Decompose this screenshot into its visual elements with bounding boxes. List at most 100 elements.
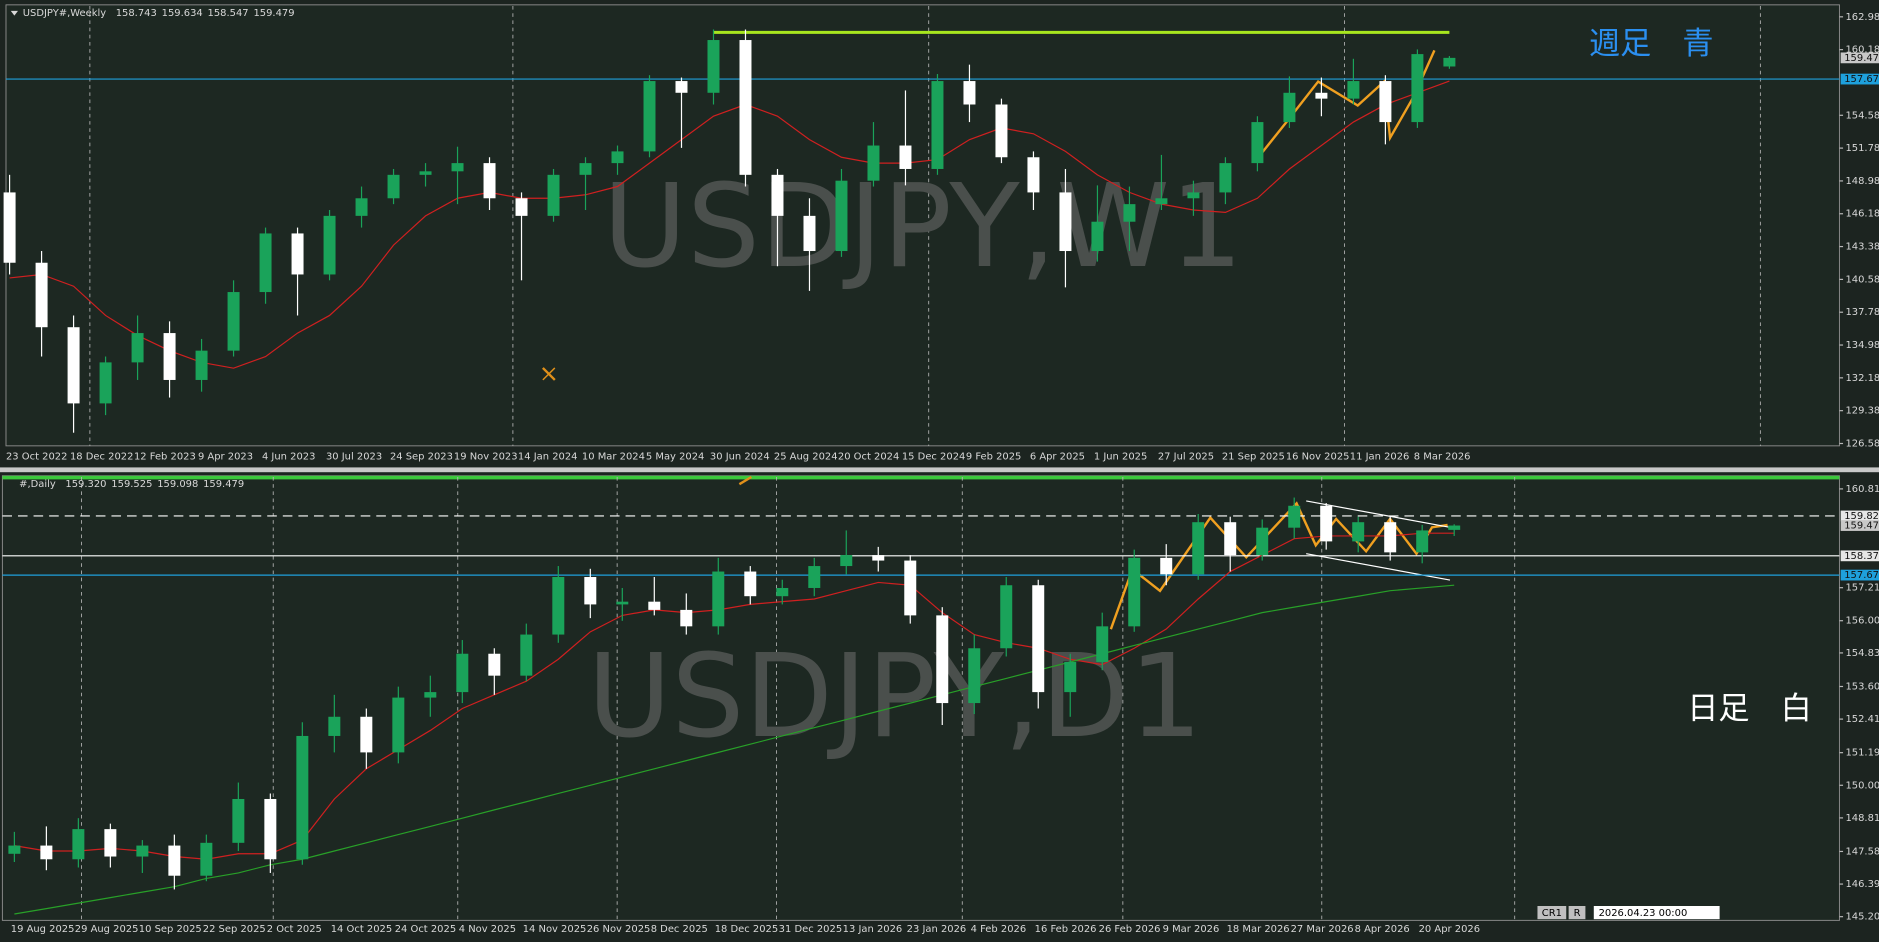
x-tick-label: 18 Dec 2022 [70, 452, 133, 463]
header-ohlc: 158.547 [208, 8, 249, 19]
y-tick-label: 148.980 [1845, 176, 1879, 187]
y-tick-label: 146.395 [1845, 879, 1879, 890]
x-tick-label: 2 Oct 2025 [267, 924, 322, 935]
x-tick-label: 26 Nov 2025 [587, 924, 651, 935]
price-label: 157.67 [1844, 74, 1879, 85]
candle-body [835, 180, 848, 252]
daily-top-level [2, 475, 1840, 480]
header-ohlc: 159.634 [162, 8, 203, 19]
zigzag-daily [1109, 501, 1448, 630]
triangle-upper [1306, 500, 1451, 528]
x-tick-label: 21 Sep 2025 [1222, 452, 1285, 463]
candle-body [648, 601, 661, 610]
x-tick-label: 22 Sep 2025 [203, 924, 266, 935]
candle-body [360, 716, 373, 753]
candle-body [200, 842, 213, 876]
candle-body [904, 560, 917, 616]
status-box [1593, 905, 1720, 920]
price-label: 157.67 [1844, 570, 1879, 581]
x-tick-label: 14 Nov 2025 [523, 924, 587, 935]
y-tick-label: 150.000 [1845, 780, 1879, 791]
status-box [1537, 905, 1567, 920]
y-tick-label: 152.415 [1845, 714, 1879, 725]
candle-body [1219, 163, 1232, 193]
price-label-box [1840, 569, 1879, 581]
candle-body [424, 692, 437, 698]
candle-body [1123, 204, 1136, 222]
y-tick-label: 132.180 [1845, 373, 1879, 384]
candle-body [771, 174, 784, 216]
x-tick-label: 16 Nov 2025 [1286, 452, 1350, 463]
x-tick-label: 29 Aug 2025 [75, 924, 139, 935]
candle-body [483, 163, 496, 199]
y-tick-label: 160.180 [1845, 45, 1879, 56]
panel-header: #,Daily 159.320 159.525 159.098 159.479 [19, 479, 244, 490]
candle-body [1384, 522, 1397, 553]
candle-body [291, 233, 304, 275]
candle-body [1059, 192, 1072, 252]
x-tick-label: 11 Jan 2026 [1350, 452, 1410, 463]
header-symbol: USDJPY#,Weekly [23, 8, 106, 19]
candle-body [296, 735, 309, 860]
candle-body [643, 81, 656, 152]
candle-body [1091, 221, 1104, 252]
x-tick-label: 6 Apr 2025 [1030, 452, 1085, 463]
x-tick-label: 16 Feb 2026 [1035, 924, 1097, 935]
x-tick-label: 12 Feb 2023 [134, 452, 196, 463]
header-symbol: #,Daily [19, 479, 56, 490]
price-label: 159.479 [1844, 521, 1879, 532]
price-label: 159.479 [1844, 53, 1879, 64]
candle-body [872, 555, 885, 561]
candle-body [1283, 92, 1296, 123]
x-tick-label: 14 Oct 2025 [331, 924, 392, 935]
candle-body [1411, 54, 1424, 123]
x-tick-label: 14 Jan 2024 [518, 452, 578, 463]
y-tick-label: 126.580 [1845, 438, 1879, 449]
y-tick-label: 154.830 [1845, 648, 1879, 659]
x-tick-label: 15 Dec 2024 [902, 452, 965, 463]
candle-body [739, 40, 752, 175]
candle-body [968, 648, 981, 704]
x-tick-label: 9 Apr 2023 [198, 452, 253, 463]
x-tick-label: 23 Oct 2022 [6, 452, 67, 463]
x-tick-label: 31 Dec 2025 [779, 924, 842, 935]
candle-body [616, 601, 629, 605]
x-tick-label: 25 Aug 2024 [774, 452, 838, 463]
x-tick-label: 8 Dec 2025 [651, 924, 708, 935]
candle-body [131, 333, 144, 363]
annotation: 週足 青 [1589, 26, 1714, 62]
candle-body [72, 829, 85, 860]
candle-body [520, 634, 533, 676]
candle-body [419, 171, 432, 175]
candle-body [1288, 505, 1301, 528]
x-tick-label: 4 Jun 2023 [262, 452, 315, 463]
candle-body [259, 233, 272, 293]
candle-body [1443, 57, 1456, 67]
x-tick-label: 26 Feb 2026 [1099, 924, 1161, 935]
panel-header: USDJPY#,Weekly 158.743 159.634 158.547 159.4… [23, 8, 295, 19]
candle-body [168, 845, 181, 876]
candle-body [803, 215, 816, 252]
candle-body [456, 653, 469, 693]
x-tick-label: 9 Feb 2025 [966, 452, 1022, 463]
panel-separator [0, 467, 1879, 473]
annotation: 日足 白 [1687, 691, 1812, 727]
x-tick-label: 4 Nov 2025 [459, 924, 516, 935]
y-tick-label: 148.810 [1845, 813, 1879, 824]
weekly-panel [5, 4, 1840, 447]
candle-body [776, 587, 789, 597]
candle-body [1256, 527, 1269, 556]
price-label-box [1840, 510, 1879, 522]
x-tick-label: 9 Mar 2026 [1163, 924, 1220, 935]
candle-body [1224, 522, 1237, 556]
candle-body [99, 362, 112, 404]
header-ohlc: 159.525 [111, 479, 152, 490]
candle-body [1379, 81, 1392, 123]
status-bar: CR1 R 2026.04.23 00:00 [1537, 905, 1720, 920]
watermark: USDJPY,W1 [603, 160, 1243, 294]
x-tick-label: 10 Sep 2025 [139, 924, 202, 935]
y-tick-label: 151.190 [1845, 748, 1879, 759]
candle-body [712, 571, 725, 627]
